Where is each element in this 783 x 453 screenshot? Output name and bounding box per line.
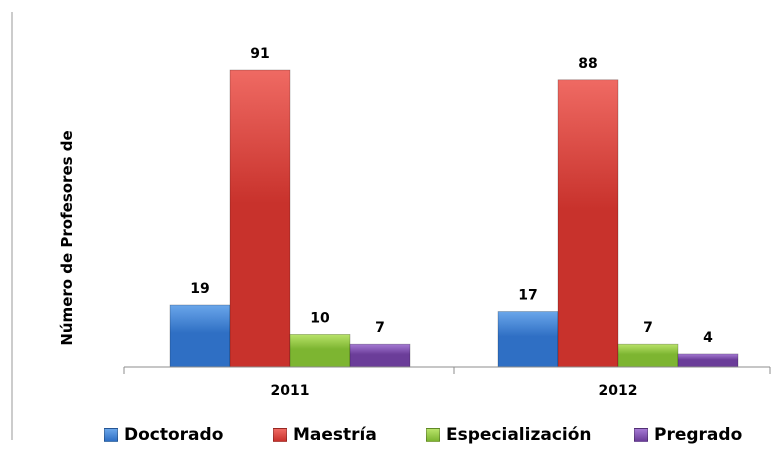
x-tick-label-2011: 2011: [271, 383, 310, 399]
legend-label-doctorado: Doctorado: [124, 425, 224, 445]
legend-swatch-doctorado: [104, 428, 118, 442]
x-tick-label-2012: 2012: [599, 383, 638, 399]
legend-swatch-especialización: [426, 428, 440, 442]
data-label-doctorado-2011: 19: [190, 281, 209, 297]
data-label-pregrado-2012: 4: [703, 330, 713, 346]
legend-swatch-maestría: [273, 428, 287, 442]
legend-item-maestría: Maestría: [273, 425, 377, 445]
data-label-maestría-2012: 88: [578, 56, 597, 72]
bar-maestría-2012: [557, 79, 619, 368]
bar-pregrado-2011: [349, 343, 411, 368]
legend-item-especialización: Especialización: [426, 425, 592, 445]
y-axis-label: Número de Profesores de: [58, 130, 76, 345]
bar-doctorado-2012: [497, 311, 559, 368]
legend-label-especialización: Especialización: [446, 425, 592, 445]
data-label-especialización-2012: 7: [643, 320, 653, 336]
bar-maestría-2011: [229, 69, 291, 368]
data-labels-layer: 19 91 10 7 17 88 7 4: [190, 46, 713, 346]
legend-item-doctorado: Doctorado: [104, 425, 223, 445]
legend-label-maestría: Maestría: [293, 425, 377, 445]
data-label-maestría-2011: 91: [250, 46, 269, 62]
bar-pregrado-2012: [677, 353, 739, 368]
x-axis: 2011 2012: [123, 366, 771, 399]
bar-especialización-2012: [617, 343, 679, 368]
data-label-especialización-2011: 10: [310, 310, 330, 326]
bar-especialización-2011: [289, 334, 351, 368]
bar-doctorado-2011: [169, 304, 231, 368]
legend: Doctorado Maestría Especialización Pregrado: [0, 421, 783, 449]
legend-label-pregrado: Pregrado: [654, 425, 743, 445]
legend-swatch-pregrado: [634, 428, 648, 442]
data-label-doctorado-2012: 17: [518, 288, 537, 304]
data-label-pregrado-2011: 7: [375, 320, 385, 336]
bars-layer: [169, 69, 739, 368]
legend-item-pregrado: Pregrado: [634, 425, 742, 445]
